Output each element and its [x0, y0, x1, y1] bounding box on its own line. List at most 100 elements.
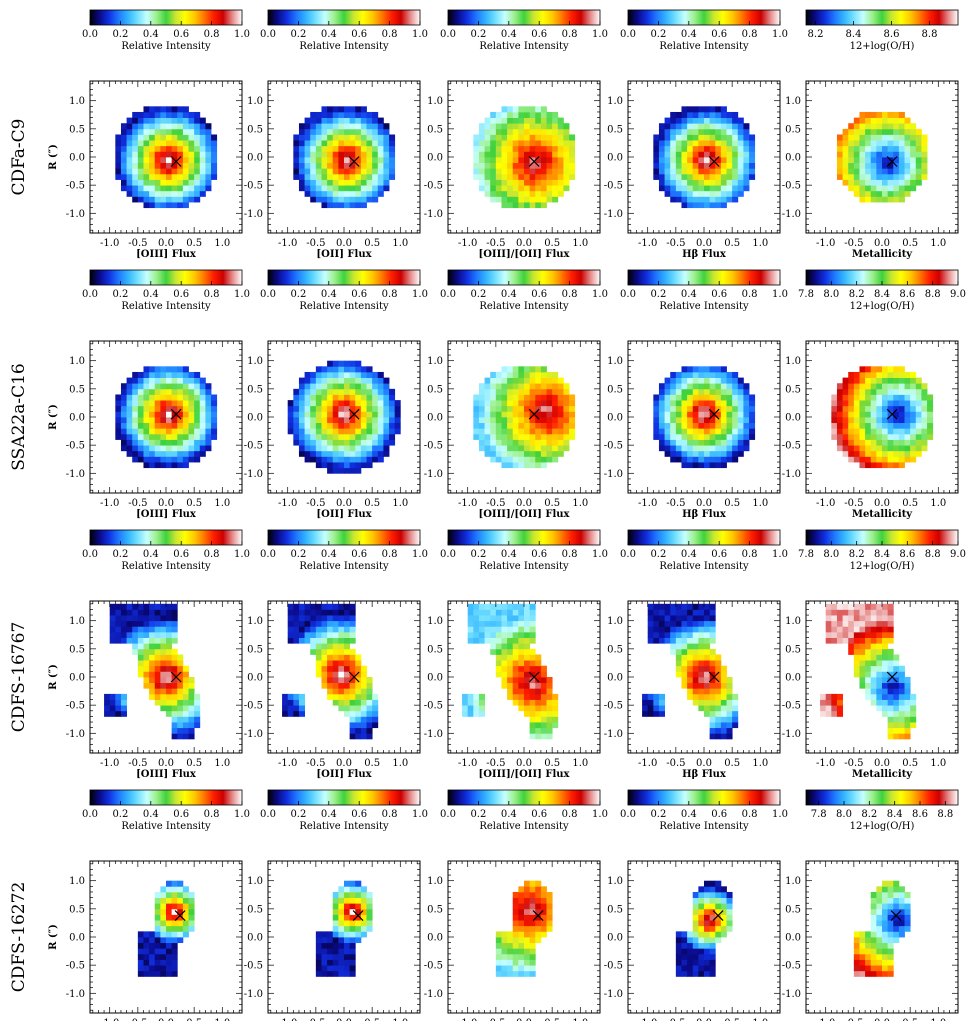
- map-pixel: [524, 450, 531, 457]
- map-pixel: [160, 462, 167, 469]
- map-pixel: [546, 185, 553, 192]
- map-pixel: [160, 620, 167, 627]
- colorbar-tick-label: 0.2: [112, 549, 128, 560]
- map-pixel: [478, 179, 485, 186]
- map-pixel: [876, 123, 883, 130]
- map-pixel: [137, 145, 144, 152]
- map-pixel: [199, 117, 206, 124]
- colorbar-tick-label: 0.0: [82, 289, 98, 300]
- map-pixel: [327, 609, 334, 616]
- map-pixel: [484, 615, 491, 622]
- map-pixel: [389, 134, 396, 141]
- map-pixel: [389, 417, 396, 424]
- map-pixel: [670, 111, 677, 118]
- map-pixel: [893, 383, 900, 390]
- map-pixel: [321, 603, 328, 610]
- map-pixel: [182, 405, 189, 412]
- map-pixel: [848, 422, 855, 429]
- map-pixel: [692, 371, 699, 378]
- map-pixel: [327, 377, 334, 384]
- map-pixel: [194, 134, 201, 141]
- map-pixel: [315, 671, 322, 678]
- map-pixel: [154, 185, 161, 192]
- map-pixel: [473, 411, 480, 418]
- map-pixel: [876, 462, 883, 469]
- map-pixel: [921, 400, 928, 407]
- map-pixel: [687, 173, 694, 180]
- map-pixel: [137, 422, 144, 429]
- colorbar-label: Relative Intensity: [121, 561, 211, 572]
- map-pixel: [887, 168, 894, 175]
- map-pixel: [389, 162, 396, 169]
- map-pixel: [675, 371, 682, 378]
- map-pixel: [349, 693, 356, 700]
- map-pixel: [344, 145, 351, 152]
- map-pixel: [298, 705, 305, 712]
- map-pixel: [658, 383, 665, 390]
- map-pixel: [137, 626, 144, 633]
- map-pixel: [495, 450, 502, 457]
- map-pixel: [709, 445, 716, 452]
- map-pixel: [298, 128, 305, 135]
- y-tick-label: -1.0: [244, 469, 263, 480]
- map-pixel: [194, 400, 201, 407]
- colorbar-label: 12+log(O/H): [850, 301, 915, 312]
- map-pixel: [321, 439, 328, 446]
- map-pixel: [377, 388, 384, 395]
- map-pixel: [349, 660, 356, 667]
- map-pixel: [882, 117, 889, 124]
- map-pixel: [842, 383, 849, 390]
- map-pixel: [670, 190, 677, 197]
- map-pixel: [507, 383, 514, 390]
- map-pixel: [904, 388, 911, 395]
- map-pixel: [310, 417, 317, 424]
- colorbar-tick-label: 0.6: [531, 29, 547, 40]
- map-pixel: [681, 400, 688, 407]
- map-pixel: [529, 196, 536, 203]
- map-pixel: [372, 716, 379, 723]
- map-pixel: [490, 377, 497, 384]
- map-pixel: [188, 140, 195, 147]
- map-pixel: [904, 151, 911, 158]
- map-pixel: [338, 609, 345, 616]
- map-pixel: [658, 417, 665, 424]
- map-pixel: [709, 134, 716, 141]
- map-pixel: [512, 609, 519, 616]
- map-pixel: [675, 145, 682, 152]
- map-pixel: [389, 168, 396, 175]
- map-pixel: [467, 609, 474, 616]
- map-pixel: [205, 151, 212, 158]
- map-pixel: [338, 643, 345, 650]
- map-pixel: [205, 168, 212, 175]
- map-pixel: [715, 450, 722, 457]
- map-pixel: [287, 400, 294, 407]
- map-pixel: [743, 140, 750, 147]
- map-pixel: [529, 106, 536, 113]
- map-pixel: [349, 445, 356, 452]
- map-pixel: [478, 123, 485, 130]
- map-pixel: [332, 433, 339, 440]
- map-pixel: [478, 168, 485, 175]
- map-pixel: [675, 388, 682, 395]
- map-pixel: [149, 693, 156, 700]
- map-pixel: [199, 179, 206, 186]
- map-pixel: [563, 168, 570, 175]
- map-pixel: [182, 117, 189, 124]
- map-pixel: [315, 405, 322, 412]
- y-tick-label: -1.0: [66, 729, 85, 740]
- map-pixel: [344, 400, 351, 407]
- map-pixel: [876, 168, 883, 175]
- map-pixel: [338, 202, 345, 209]
- map-pixel: [737, 185, 744, 192]
- map-pixel: [338, 151, 345, 158]
- map-pixel: [658, 168, 665, 175]
- map-pixel: [915, 417, 922, 424]
- map-pixel: [310, 428, 317, 435]
- map-pixel: [535, 366, 542, 373]
- map-pixel: [865, 383, 872, 390]
- map-pixel: [842, 433, 849, 440]
- map-pixel: [687, 383, 694, 390]
- map-pixel: [349, 467, 356, 474]
- map-pixel: [507, 168, 514, 175]
- map-pixel: [664, 388, 671, 395]
